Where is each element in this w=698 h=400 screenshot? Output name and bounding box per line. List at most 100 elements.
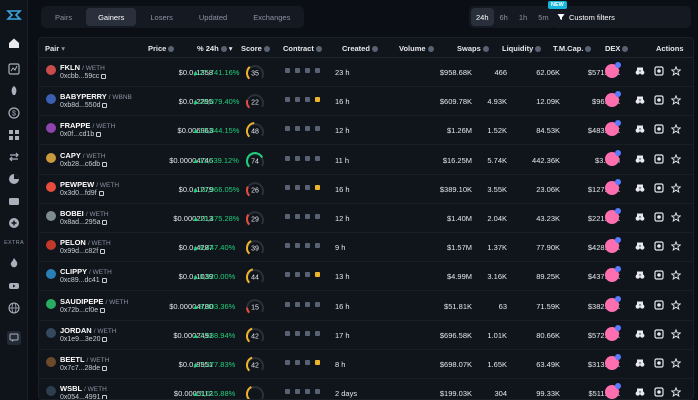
pair-address[interactable]: 0xc89...dc41 xyxy=(60,277,107,284)
star-icon[interactable] xyxy=(671,212,681,222)
binoculars-icon[interactable] xyxy=(635,212,645,222)
pair-address[interactable]: 0x8ad...295a xyxy=(60,219,108,226)
swap-icon[interactable] xyxy=(7,150,21,164)
table-row[interactable]: SAUDIPEPE / WETH 0x72b...cf0e $0.0000478… xyxy=(39,292,693,321)
star-icon[interactable] xyxy=(671,270,681,281)
binoculars-icon[interactable] xyxy=(635,387,645,397)
dollar-icon[interactable]: $ xyxy=(7,106,21,120)
logo-icon[interactable] xyxy=(6,7,22,23)
pair-address[interactable]: 0x3d0...fd9f xyxy=(60,190,104,197)
star-icon[interactable] xyxy=(671,66,681,76)
globe-icon[interactable] xyxy=(7,301,21,315)
column-dex[interactable]: DEX xyxy=(605,44,629,53)
copy-icon[interactable] xyxy=(102,220,108,225)
column-volume[interactable]: Volume xyxy=(399,44,434,53)
table-row[interactable]: JORDAN / WETH 0x1e9...3e20 $0.0002491 ▲7… xyxy=(39,321,693,350)
dex-icon[interactable] xyxy=(605,268,619,283)
table-row[interactable]: CLIPPY / WETH 0xc89...dc41 $0.0₃1039 ▲8,… xyxy=(39,262,693,292)
column-change[interactable]: % 24h ▾ xyxy=(197,44,233,53)
pair-address[interactable]: 0x72b...cf0e xyxy=(60,307,106,314)
binoculars-icon[interactable] xyxy=(635,300,645,310)
fire-icon[interactable] xyxy=(7,256,21,270)
chart-icon[interactable] xyxy=(7,62,21,76)
dex-icon[interactable] xyxy=(605,122,619,137)
contract-indicators[interactable] xyxy=(285,184,320,190)
copy-icon[interactable] xyxy=(102,366,108,371)
contract-indicators[interactable] xyxy=(285,68,320,73)
binoculars-icon[interactable] xyxy=(635,183,645,193)
youtube-icon[interactable] xyxy=(7,279,21,293)
timeframe-5m[interactable]: 5m xyxy=(538,12,549,22)
pair-name[interactable]: FKLN / WETH xyxy=(60,63,105,72)
copy-icon[interactable] xyxy=(102,103,108,109)
swap-token-icon[interactable] xyxy=(654,66,664,76)
home-icon[interactable] xyxy=(7,36,21,50)
copy-icon[interactable] xyxy=(100,307,106,313)
star-icon[interactable] xyxy=(671,153,681,164)
star-icon[interactable] xyxy=(671,182,681,193)
pair-name[interactable]: CAPY / WETH xyxy=(60,150,106,160)
copy-icon[interactable] xyxy=(102,336,108,342)
pair-name[interactable]: CLIPPY / WETH xyxy=(60,267,112,277)
table-row[interactable]: PELON / WETH 0x99d...c82f $0.0₃4287 ▲9,4… xyxy=(39,233,693,263)
contract-indicators[interactable] xyxy=(285,301,320,307)
pair-name[interactable]: SAUDIPEPE / WETH xyxy=(60,296,129,306)
copy-icon[interactable] xyxy=(101,278,107,284)
tab-pairs[interactable]: Pairs xyxy=(55,12,73,22)
binoculars-icon[interactable] xyxy=(635,124,645,134)
tab-updated[interactable]: Updated xyxy=(198,12,228,22)
contract-indicators[interactable] xyxy=(285,155,320,161)
pair-name[interactable]: PELON / WETH xyxy=(60,238,111,248)
star-icon[interactable] xyxy=(671,124,681,135)
grid-icon[interactable] xyxy=(7,128,21,142)
dex-icon[interactable] xyxy=(605,93,619,108)
tab-gainers[interactable]: Gainers xyxy=(86,8,137,26)
binoculars-icon[interactable] xyxy=(635,241,645,251)
pair-address[interactable]: 0xb8d...550d xyxy=(60,102,108,109)
binoculars-icon[interactable] xyxy=(635,270,645,280)
copy-icon[interactable] xyxy=(98,190,104,196)
dex-icon[interactable] xyxy=(605,385,619,399)
pair-address[interactable]: 0x99d...c82f xyxy=(60,248,106,255)
star-icon[interactable] xyxy=(671,328,681,339)
pie-icon[interactable] xyxy=(7,172,21,186)
column-pair[interactable]: Pair ▾ xyxy=(45,44,66,53)
binoculars-icon[interactable] xyxy=(635,154,645,164)
pair-address[interactable]: 0xb28...c6db xyxy=(60,161,108,168)
star-icon[interactable] xyxy=(671,387,681,398)
pair-name[interactable]: BEETL / WETH xyxy=(60,355,110,364)
swap-token-icon[interactable] xyxy=(654,299,664,310)
star-icon[interactable] xyxy=(671,95,681,106)
copy-icon[interactable] xyxy=(102,161,108,167)
star-icon[interactable] xyxy=(671,299,681,310)
timeframe-1h[interactable]: 1h xyxy=(518,12,528,22)
swap-token-icon[interactable] xyxy=(654,241,664,251)
pair-name[interactable]: BOBEI / WETH xyxy=(60,209,109,218)
dex-icon[interactable] xyxy=(605,239,619,254)
pair-address[interactable]: 0xcbb...59cc xyxy=(60,73,107,80)
contract-indicators[interactable] xyxy=(285,214,320,219)
swap-token-icon[interactable] xyxy=(654,183,664,193)
pair-name[interactable]: JORDAN / WETH xyxy=(60,325,117,335)
binoculars-icon[interactable] xyxy=(635,66,645,76)
chat-icon[interactable] xyxy=(7,331,21,345)
swap-token-icon[interactable] xyxy=(654,387,664,397)
swap-token-icon[interactable] xyxy=(654,212,664,222)
column-contract[interactable]: Contract xyxy=(283,44,322,53)
column-swaps[interactable]: Swaps xyxy=(457,44,489,53)
table-row[interactable]: BOBEI / WETH 0x8ad...295a $0.0002213 ▲10… xyxy=(39,204,693,233)
table-row[interactable]: FKLN / WETH 0xcbb...59cc $0.0₃1358 ▲27,7… xyxy=(39,58,693,87)
column-liquidity[interactable]: Liquidity xyxy=(502,44,542,53)
rocket-icon[interactable] xyxy=(7,84,21,98)
binoculars-icon[interactable] xyxy=(635,329,645,339)
pair-address[interactable]: 0x054...4991 xyxy=(60,394,108,399)
pair-name[interactable]: FRAPPE / WETH xyxy=(60,121,116,131)
swap-token-icon[interactable] xyxy=(654,358,664,368)
pair-address[interactable]: 0x1e9...3e20 xyxy=(60,336,108,343)
swap-token-icon[interactable] xyxy=(654,95,664,105)
contract-indicators[interactable] xyxy=(285,360,320,365)
contract-indicators[interactable] xyxy=(285,97,320,103)
custom-filters-button[interactable]: Custom filters xyxy=(551,6,691,28)
pair-address[interactable]: 0x7c7...28de xyxy=(60,365,108,372)
plus-icon[interactable] xyxy=(7,216,21,230)
